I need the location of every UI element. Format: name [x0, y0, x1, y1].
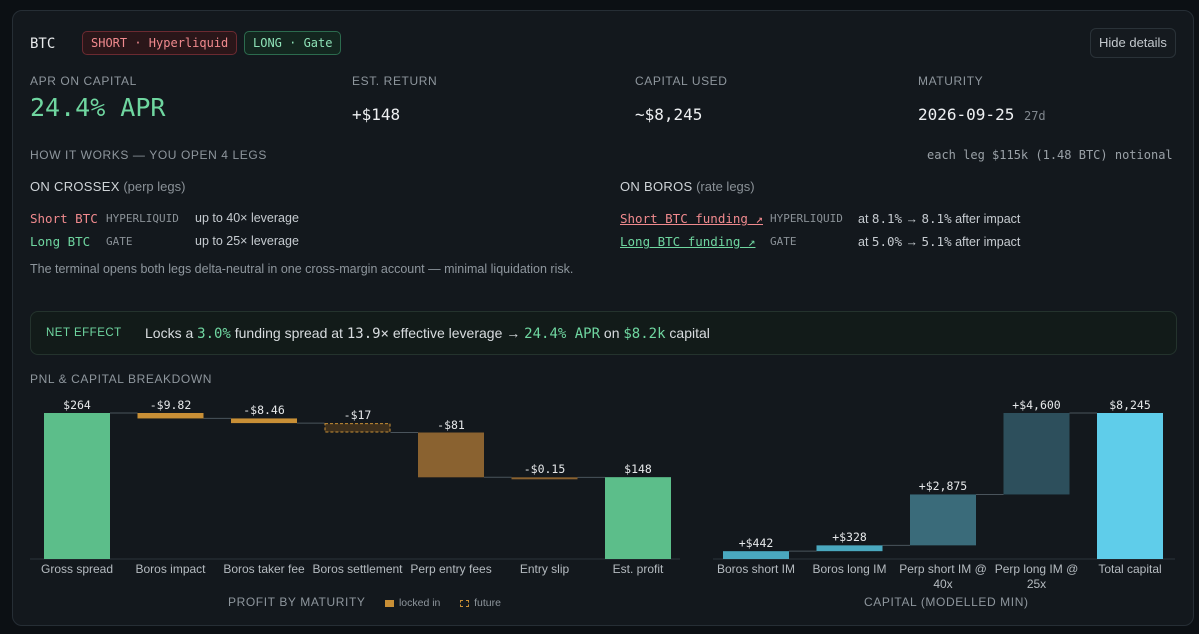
breakdown-charts: $264 Gross spread -$9.82 Boros impact -$8.46…	[13, 11, 1195, 627]
profit-bar-boros-settlement	[324, 423, 391, 433]
profit-value-label: -$81	[437, 417, 465, 432]
asset-title: BTC	[30, 36, 56, 52]
profit-chart-title: PROFIT BY MATURITY	[228, 595, 366, 609]
return-label: EST. RETURN	[352, 74, 438, 88]
profit-bar-boros-taker-fee	[231, 418, 297, 424]
locked-swatch-icon	[384, 599, 394, 607]
short-leg-badge: SHORT · Hyperliquid	[82, 31, 238, 55]
crossex-title: ON CROSSEX	[30, 179, 120, 194]
boros-leg-short-link[interactable]: Short BTC funding ↗	[620, 211, 763, 226]
capital-bar-total-capital	[1097, 413, 1163, 559]
profit-tick-label: Boros impact	[135, 562, 206, 576]
chart-section-label: PNL & CAPITAL BREAKDOWN	[30, 372, 213, 386]
maturity-value: 2026-09-25 27d	[918, 105, 1046, 124]
crossex-leg-long-name: Long BTC	[30, 234, 91, 249]
apr-value: 24.4% APR	[30, 93, 166, 122]
breakdown-chart-svg	[30, 412, 1175, 560]
how-it-works-label: HOW IT WORKS — YOU OPEN 4 LEGS	[30, 148, 267, 162]
boros-leg-short-rate: at 8.1% → 8.1% after impact	[858, 211, 1021, 226]
crossex-leg-long-venue: GATE	[106, 235, 133, 248]
capital-bar-perp-short-im-40x	[910, 494, 976, 546]
capital-value-label: +$328	[832, 530, 867, 545]
boros-subtitle: (rate legs)	[696, 179, 755, 194]
crossex-leg-short-name: Short BTC	[30, 211, 98, 226]
boros-leg-long-rate: at 5.0% → 5.1% after impact	[858, 234, 1021, 249]
net-effect-label: NET EFFECT	[46, 327, 122, 339]
profit-value-label: -$0.15	[523, 462, 566, 477]
capital-value: ~$8,245	[635, 105, 703, 124]
boros-leg-long-link[interactable]: Long BTC funding ↗	[620, 234, 756, 249]
boros-title: ON BOROS	[620, 179, 693, 194]
capital-value-label: +$4,600	[1012, 398, 1061, 412]
capital-tick-label: Perp long IM @ 25x	[994, 562, 1079, 591]
profit-value-label: $148	[624, 462, 652, 477]
capital-tick-label: Perp short IM @ 40x	[899, 562, 987, 591]
capital-bar-perp-long-im-25x	[1003, 413, 1070, 495]
maturity-date: 2026-09-25	[918, 105, 1015, 124]
crossex-leg-short-venue: HYPERLIQUID	[106, 212, 179, 225]
profit-chart-caption: PROFIT BY MATURITY locked in future	[228, 595, 501, 609]
hide-details-button[interactable]: Hide details	[1090, 28, 1176, 58]
long-leg-badge: LONG · Gate	[244, 31, 342, 55]
profit-bar-perp-entry-fees	[418, 432, 484, 478]
capital-tick-label: Boros long IM	[812, 562, 887, 576]
return-value: +$148	[352, 105, 401, 124]
profit-value-label: $264	[63, 398, 91, 412]
capital-bar-boros-short-im	[723, 551, 789, 559]
profit-bar-entry-slip	[511, 477, 578, 480]
capital-tick-label: Boros short IM	[716, 562, 796, 576]
boros-heading: ON BOROS (rate legs)	[620, 179, 755, 194]
net-effect-banner: NET EFFECT Locks a 3.0% funding spread a…	[30, 311, 1177, 355]
capital-value-label: $8,245	[1109, 398, 1151, 412]
legend-future: future	[460, 597, 501, 609]
crossex-subtitle: (perp legs)	[123, 179, 186, 194]
profit-bar-boros-impact	[137, 413, 204, 419]
profit-value-label: -$9.82	[149, 398, 192, 412]
profit-bar-gross-spread	[44, 413, 110, 559]
net-effect-spread: 3.0%	[197, 326, 231, 342]
future-swatch-icon	[460, 599, 470, 607]
capital-value-label: +$442	[738, 536, 774, 551]
leg-notional-note: each leg $115k (1.48 BTC) notional	[927, 148, 1173, 162]
profit-tick-label: Gross spread	[40, 562, 114, 576]
profit-tick-label: Perp entry fees	[410, 562, 492, 576]
profit-tick-label: Entry slip	[519, 562, 570, 576]
opportunity-card: BTC SHORT · Hyperliquid LONG · Gate Hide…	[12, 10, 1194, 626]
crossex-heading: ON CROSSEX (perp legs)	[30, 179, 185, 194]
profit-tick-label: Est. profit	[612, 562, 664, 576]
boros-leg-short-venue: HYPERLIQUID	[770, 212, 843, 225]
capital-label: CAPITAL USED	[635, 74, 728, 88]
crossex-leg-long-leverage: up to 25× leverage	[195, 234, 299, 248]
maturity-label: MATURITY	[918, 74, 984, 88]
strategy-description: The terminal opens both legs delta-neutr…	[30, 262, 574, 276]
net-effect-leverage: 13.9×	[346, 326, 389, 342]
boros-leg-long-venue: GATE	[770, 235, 797, 248]
capital-tick-label: Total capital	[1098, 562, 1162, 576]
legend-locked: locked in	[384, 597, 440, 609]
crossex-leg-short-leverage: up to 40× leverage	[195, 211, 299, 225]
net-effect-capital: $8.2k	[623, 326, 666, 342]
profit-tick-label: Boros taker fee	[223, 562, 305, 576]
capital-bar-boros-long-im	[816, 545, 883, 552]
profit-value-label: -$17	[343, 408, 372, 423]
net-effect-apr: 24.4% APR	[524, 326, 601, 342]
net-effect-text: Locks a 3.0% funding spread at 13.9× eff…	[145, 325, 710, 342]
apr-label: APR ON CAPITAL	[30, 74, 137, 88]
profit-bar-est-profit	[605, 477, 671, 559]
maturity-days: 27d	[1023, 109, 1046, 123]
capital-value-label: +$2,875	[918, 479, 968, 494]
profit-tick-label: Boros settlement	[312, 562, 403, 576]
capital-chart-title: CAPITAL (MODELLED MIN)	[864, 595, 1029, 609]
profit-value-label: -$8.46	[243, 403, 285, 418]
